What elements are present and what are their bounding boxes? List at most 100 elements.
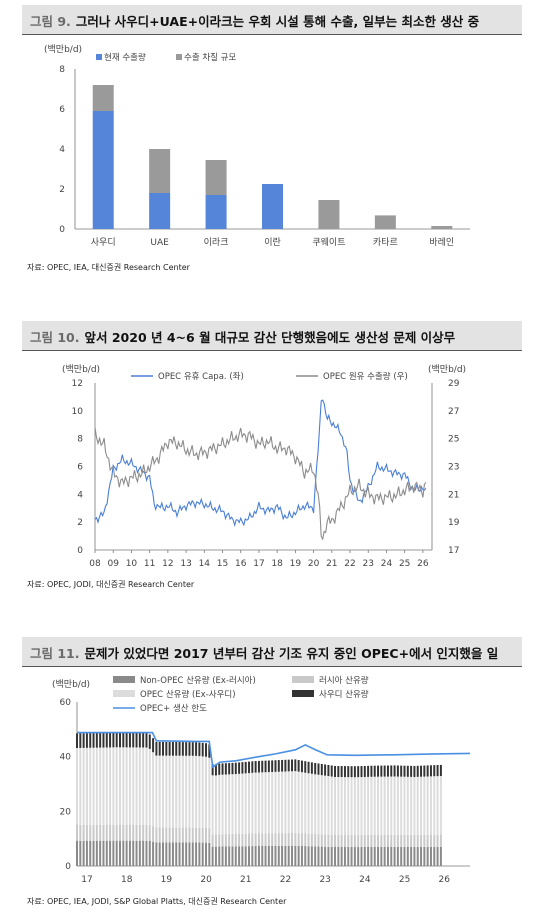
chart3-bar-saudi [363,765,366,777]
chart3-bar-russia [317,834,320,847]
chart3-bar-nonopec [125,840,128,866]
chart3-bar-nonopec [248,846,251,866]
chart3-bar-russia [191,827,194,843]
chart3-bar-russia [377,834,380,847]
chart3-bar-opec [214,775,217,835]
chart1-xtick: 바레인 [429,237,454,248]
chart3-bar-opec [347,777,350,836]
chart3-bar-saudi [109,732,112,748]
chart3-bar-saudi [300,760,303,773]
chart3-bar-nonopec [238,846,241,866]
chart3-bar-saudi [248,761,251,774]
chart3-bar-russia [370,834,373,847]
chart3-bar-russia [334,834,337,847]
chart3-bar-opec [158,755,161,828]
chart3-bar-opec [390,776,393,835]
chart2-ytick-right: 27 [448,407,459,417]
chart3-xtick: 21 [240,875,251,885]
chart3-bar-russia [224,834,227,847]
chart3-bar-nonopec [271,845,274,866]
chart3-bar-saudi [112,732,115,748]
chart3-xtick: 19 [161,875,173,885]
figure2-title: 앞서 2020 년 4~6 월 대규모 감산 단행했음에도 생산성 문제 이상무 [84,330,456,345]
chart3-bar-saudi [132,732,135,748]
chart3-bar-opec [171,755,174,828]
chart3-bar-nonopec [420,846,423,866]
chart3-bar-russia [178,827,181,843]
chart3-bar-opec [429,776,432,835]
chart3-xtick: 22 [280,875,291,885]
chart3-bar-saudi [307,761,310,774]
chart3-bar-russia [277,833,280,846]
chart3-bar-nonopec [152,841,155,866]
chart3-bar-opec [165,755,168,828]
chart3-bar-nonopec [201,842,204,866]
chart3-bar-nonopec [132,840,135,866]
chart3-bar-nonopec [221,846,224,866]
chart3-bar-opec [340,777,343,836]
chart3-bar-opec [281,771,284,834]
chart1-bar-current-export [262,184,283,229]
chart3-bar-nonopec [297,845,300,866]
chart3-bar-russia [132,824,135,841]
chart3-bar-russia [271,833,274,846]
chart3-bar-nonopec [294,845,297,866]
figure3-source: 자료: OPEC, IEA, JODI, S&P Global Platts, … [27,897,287,906]
chart3-bar-russia [112,824,115,841]
chart3-bar-saudi [254,761,257,773]
chart3-bar-saudi [420,765,423,777]
chart3-bar-nonopec [145,840,148,866]
chart3-bar-opec [132,747,135,825]
chart3-bar-opec [367,776,370,835]
chart3-bar-saudi [386,765,389,777]
chart3-bar-nonopec [244,846,247,866]
chart3-bar-russia [396,834,399,847]
chart3-bar-opec [271,771,274,834]
chart2-legend-label: OPEC 원유 수출량 (우) [323,371,408,382]
chart3-bar-russia [188,827,191,843]
figure1-source: 자료: OPEC, IEA, 대신증권 Research Center [27,263,190,272]
chart3-bar-nonopec [380,846,383,866]
chart3-bar-nonopec [128,840,131,866]
chart3-bar-russia [410,834,413,847]
chart3-bar-russia [281,833,284,846]
chart3-bar-opec [85,747,88,825]
figure2-source: 자료: OPEC, JODI, 대신증권 Research Center [27,580,195,589]
chart1-bar-export-disruption [431,226,453,229]
chart3-bar-saudi [413,765,416,777]
chart3-bar-russia [175,827,178,843]
chart2-ytick-right: 29 [448,379,460,389]
chart3-bar-saudi [264,760,267,773]
chart3-legend-label: 러시아 산유량 [319,675,369,686]
chart3-bar-opec [357,777,360,836]
chart3-bar-nonopec [76,840,78,866]
chart3-bar-russia [82,824,85,841]
chart3-bar-saudi [171,742,174,756]
chart3-bar-russia [320,834,323,847]
chart3-bar-saudi [304,761,307,773]
chart3-bar-opec [234,774,237,834]
chart3-bar-opec [248,773,251,834]
chart3-bar-nonopec [165,842,168,866]
chart3-bar-saudi [138,732,141,748]
chart3-bar-saudi [433,765,436,777]
chart3-bar-saudi [85,733,88,748]
chart3-bar-saudi [324,764,327,776]
chart3-bar-opec [175,755,178,828]
chart3-bar-nonopec [168,842,171,866]
figure1-number: 그림 9. [30,14,71,29]
chart3-bar-opec [181,755,184,828]
chart3-bar-opec [370,776,373,835]
chart3-bar-nonopec [205,842,208,866]
chart3-bar-nonopec [340,847,343,866]
chart3-bar-opec [231,774,234,835]
chart2-ytick-right: 19 [448,518,460,528]
chart1-legend-label: 수출 차질 규모 [184,52,237,63]
chart3-bar-russia [85,824,88,841]
chart3-bar-nonopec [337,847,340,866]
chart3-bar-nonopec [175,842,178,866]
chart3-bar-saudi [162,741,165,756]
chart3-bar-opec [330,776,333,835]
chart3-bar-russia [324,834,327,847]
